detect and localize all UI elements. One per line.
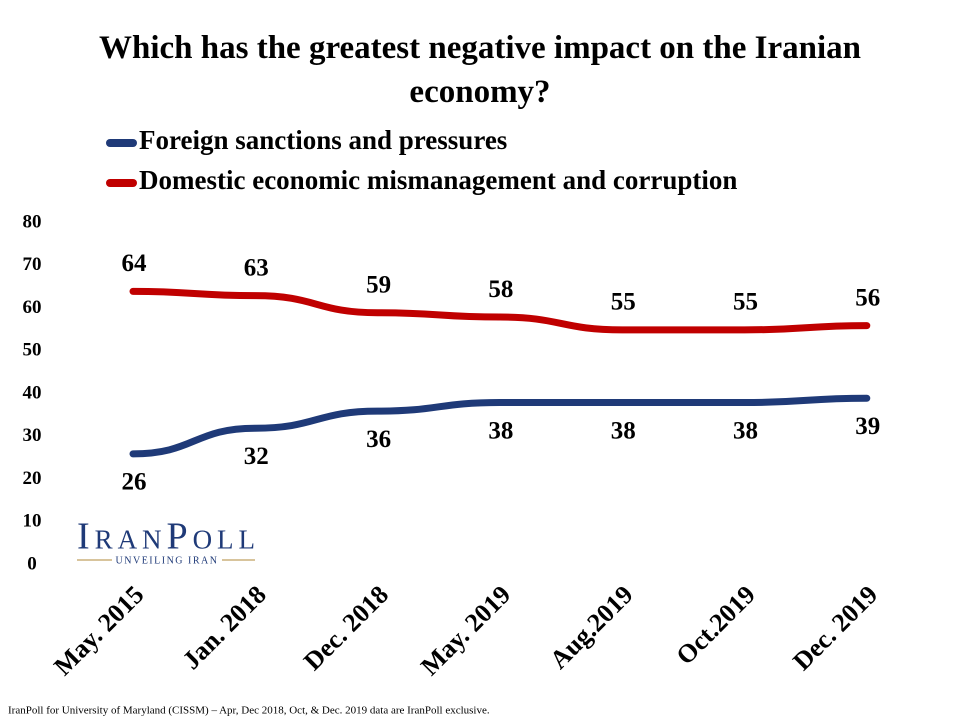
y-tick-label: 10	[23, 511, 42, 532]
legend-label: Foreign sanctions and pressures	[139, 125, 507, 155]
data-label: 55	[733, 289, 758, 316]
x-tick-label: Dec. 2019	[787, 580, 883, 676]
data-label: 26	[122, 469, 147, 496]
data-label: 64	[122, 250, 148, 277]
data-label: 38	[488, 417, 513, 444]
x-tick-label: May. 2019	[415, 580, 516, 681]
data-label: 56	[855, 284, 880, 311]
data-label: 55	[611, 289, 636, 316]
x-tick-label: Aug.2019	[544, 580, 639, 675]
y-tick-label: 80	[23, 211, 42, 232]
data-label: 63	[244, 254, 269, 281]
x-tick-label: May. 2015	[48, 580, 149, 681]
data-label: 36	[366, 426, 391, 453]
y-tick-label: 20	[23, 468, 42, 489]
x-tick-label: Dec. 2018	[298, 580, 394, 676]
y-tick-label: 40	[23, 382, 42, 403]
y-tick-label: 70	[23, 254, 42, 275]
legend-label: Domestic economic mismanagement and corr…	[139, 165, 737, 195]
chart-title: Which has the greatest negative impact o…	[98, 30, 862, 110]
series-line	[129, 394, 871, 458]
x-tick-label: Jan. 2018	[177, 580, 272, 675]
footnote: IranPoll for University of Maryland (CIS…	[8, 705, 490, 717]
data-label: 38	[733, 417, 758, 444]
data-label: 39	[855, 413, 880, 440]
data-label: 38	[611, 417, 636, 444]
data-label: 32	[244, 443, 269, 470]
y-tick-label: 30	[23, 425, 42, 446]
logo-tagline: UNVEILING IRAN	[116, 555, 219, 566]
data-label: 58	[488, 276, 513, 303]
series-line	[129, 287, 871, 334]
y-tick-label: 0	[27, 553, 37, 574]
x-tick-label: Oct.2019	[671, 580, 761, 670]
y-tick-label: 50	[23, 340, 42, 361]
logo-name: IranPoll	[77, 516, 255, 558]
y-tick-label: 60	[23, 297, 42, 318]
data-label: 59	[366, 272, 391, 299]
